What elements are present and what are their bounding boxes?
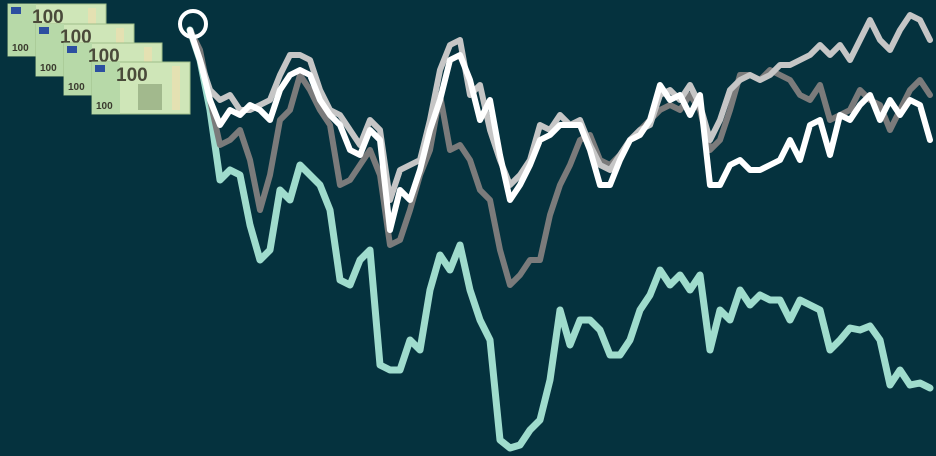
note-denomination-small: 100: [12, 43, 29, 54]
series-line: [187, 12, 933, 203]
note-stripe: [172, 66, 180, 110]
note-flag: [67, 46, 77, 53]
series-line: [187, 27, 933, 233]
note-denomination: 100: [32, 7, 64, 28]
note-denomination: 100: [116, 65, 148, 86]
note-flag: [95, 65, 105, 72]
series-line: [187, 27, 933, 288]
note-denomination-small: 100: [96, 101, 113, 112]
note-flag: [39, 27, 49, 34]
note-arch: [138, 84, 162, 110]
start-marker: [178, 9, 208, 39]
lines: [178, 9, 934, 452]
series-line: [186, 26, 934, 452]
banknote: 100 100: [91, 61, 191, 115]
note-denomination-small: 100: [40, 63, 57, 74]
note-denomination-small: 100: [68, 82, 85, 93]
note-flag: [11, 7, 21, 14]
